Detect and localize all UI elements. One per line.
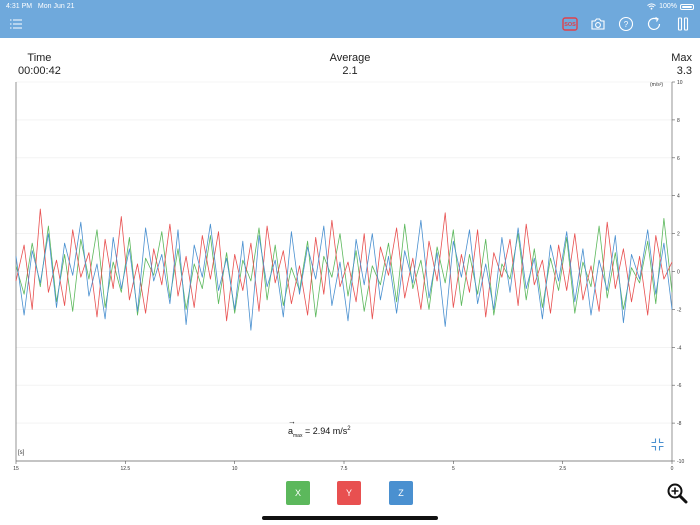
help-icon[interactable]: ? bbox=[618, 16, 634, 32]
amax-subscript: max bbox=[293, 432, 303, 439]
x-tick-label: 15 bbox=[13, 466, 19, 472]
y-tick-label: -8 bbox=[677, 421, 682, 427]
average-label: Average bbox=[329, 52, 371, 64]
pause-icon[interactable] bbox=[675, 16, 691, 32]
y-tick-label: -10 bbox=[677, 459, 684, 465]
time-stat: Time 00:00:42 bbox=[18, 52, 61, 78]
vector-arrow-icon: → bbox=[288, 417, 296, 426]
amax-symbol: → a bbox=[288, 417, 296, 436]
refresh-icon[interactable] bbox=[646, 16, 662, 32]
max-value: 3.3 bbox=[676, 65, 692, 77]
top-bar: 4:31 PM Mon Jun 21 100% SOS ? bbox=[0, 0, 700, 38]
amax-letter: a bbox=[288, 426, 294, 436]
series-z-line bbox=[15, 219, 673, 331]
home-indicator[interactable] bbox=[262, 516, 438, 520]
battery-percent: 100% bbox=[659, 3, 677, 10]
battery-icon bbox=[680, 3, 694, 10]
y-tick-label: 8 bbox=[677, 118, 680, 124]
series-x-line bbox=[15, 217, 673, 318]
y-tick-label: -2 bbox=[677, 307, 682, 313]
average-value: 2.1 bbox=[342, 65, 358, 77]
status-time: 4:31 PM Mon Jun 21 bbox=[6, 3, 75, 10]
status-clock: 4:31 PM bbox=[6, 3, 33, 10]
wifi-icon bbox=[647, 3, 656, 10]
amax-readout: → amax = 2.94 m/s2 bbox=[288, 417, 351, 439]
max-stat: Max 3.3 bbox=[671, 52, 692, 78]
x-tick-label: 5 bbox=[452, 466, 455, 472]
amax-value: = 2.94 m/s bbox=[304, 426, 348, 436]
time-label: Time bbox=[27, 52, 52, 64]
x-tick-label: 2.5 bbox=[559, 466, 566, 472]
sos-icon[interactable]: SOS bbox=[562, 16, 578, 32]
series-y-line bbox=[15, 208, 673, 322]
status-indicators: 100% bbox=[647, 3, 694, 10]
y-tick-label: 4 bbox=[677, 194, 680, 200]
amax-exponent: 2 bbox=[347, 426, 351, 432]
y-tick-label: 10 bbox=[677, 80, 683, 86]
y-tick-label: 2 bbox=[677, 232, 680, 238]
z-axis-button[interactable]: Z bbox=[389, 481, 413, 505]
acceleration-chart[interactable]: 10 8 6 4 2 0 -2 -4 -6 -8 -10 15 12.5 10 7.5 5 2.5 0 bbox=[0, 78, 700, 478]
x-tick-label: 10 bbox=[232, 466, 238, 472]
svg-text:?: ? bbox=[624, 20, 629, 29]
x-tick-label: 7.5 bbox=[341, 466, 348, 472]
camera-icon[interactable] bbox=[590, 16, 606, 32]
y-axis-button[interactable]: Y bbox=[337, 481, 361, 505]
status-date: Mon Jun 21 bbox=[37, 3, 75, 10]
y-tick-label: -4 bbox=[677, 345, 682, 351]
time-value: 00:00:42 bbox=[18, 65, 61, 77]
x-tick-label: 0 bbox=[671, 466, 674, 472]
average-stat: Average 2.1 bbox=[310, 52, 390, 78]
y-tick-label: 0 bbox=[677, 270, 680, 276]
zoom-in-icon[interactable] bbox=[666, 482, 688, 504]
y-tick-label: -6 bbox=[677, 383, 682, 389]
x-tick-label: 12.5 bbox=[120, 466, 130, 472]
x-axis-button[interactable]: X bbox=[286, 481, 310, 505]
y-unit-label: (m/s²) bbox=[650, 82, 664, 88]
menu-icon[interactable] bbox=[10, 19, 22, 29]
svg-text:SOS: SOS bbox=[564, 22, 576, 28]
x-unit-label: [s] bbox=[18, 450, 25, 456]
y-tick-label: 6 bbox=[677, 156, 680, 162]
max-label: Max bbox=[671, 52, 692, 64]
collapse-icon[interactable] bbox=[651, 438, 664, 451]
